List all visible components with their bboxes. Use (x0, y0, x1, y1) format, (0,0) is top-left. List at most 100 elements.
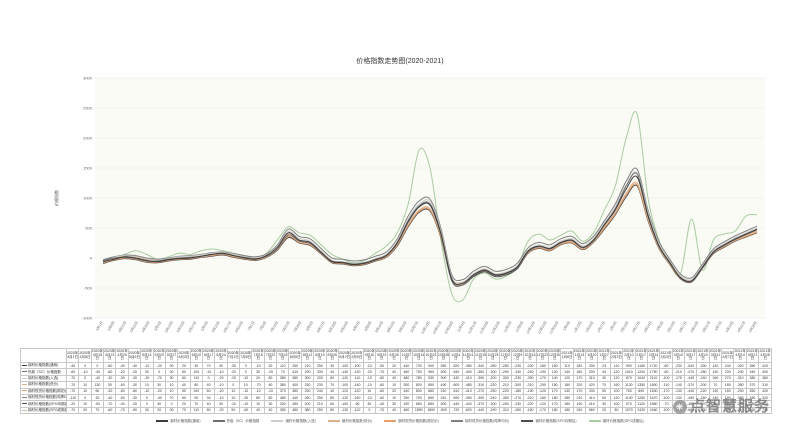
table-date-cell: 2020年7月1日 (226, 348, 241, 363)
series-swatch (22, 371, 27, 373)
x-tick-label: 4月21日 (736, 321, 746, 334)
table-cell: -300 (486, 368, 500, 376)
x-tick-label: 10月21日 (432, 321, 443, 335)
table-cell: -70 (103, 400, 117, 408)
table-date-cell: 2020年10月7日 (399, 348, 414, 363)
table-date-cell: 2021年3月17日 (683, 348, 698, 363)
legend-swatch (588, 420, 601, 422)
table-cell: -250 (486, 387, 500, 395)
table-cell: 10 (387, 381, 401, 389)
series-name-text: 钢材价格指数(通用) (28, 363, 59, 368)
table-cell: 330 (745, 393, 760, 402)
table-cell: 890 (424, 381, 438, 389)
table-date-cell: 2020年9月9日 (350, 348, 364, 363)
x-tick-label: 10月28日 (444, 321, 455, 335)
legend-label: 钢材价格指数(入选) (285, 419, 316, 423)
table-cell: -300 (486, 400, 500, 408)
series-line (102, 181, 758, 284)
legend-swatch (212, 420, 225, 422)
table-cell: 0 (78, 374, 92, 383)
table-date-cell: 2020年7月29日 (276, 348, 290, 363)
series-line (102, 111, 758, 303)
table-date-cell: 2021年2月10日 (622, 348, 636, 363)
data-table: 2020年4月1日 2020年4月8日 2020年4月15日 2020年4月22日 20… (20, 348, 772, 415)
x-tick-label: 4月15日 (118, 321, 128, 334)
table-cell: -70 (65, 374, 80, 383)
table-date-cell: 2020年4月1日 (65, 348, 80, 363)
table-cell: -440 (473, 406, 488, 415)
table-cell: -70 (374, 406, 389, 415)
legend-item[interactable]: 钢材价格指数(入选) (271, 419, 316, 424)
table-cell: 80 (251, 393, 265, 402)
table-cell: -10 (362, 381, 376, 389)
table-cell: -40 (65, 361, 80, 370)
table-cell: 290 (399, 393, 414, 402)
table-cell: 80 (325, 374, 339, 383)
x-tick-label: 5月27日 (188, 321, 198, 334)
table-cell: 40 (387, 368, 401, 376)
x-tick-label: 7月1日 (247, 321, 256, 332)
legend-label: 钢材现货价格指数(吨季均价) (464, 419, 510, 423)
table-cell: 410 (288, 368, 302, 376)
table-cell: 40 (263, 381, 278, 389)
legend-item[interactable]: 钢材现货价格指数(吨季均价) (450, 419, 510, 424)
x-tick-label: 9月16日 (374, 321, 384, 334)
y-axis-label: 价格指数 (53, 190, 59, 206)
legend-label: 钢材价格指数(SPG成期后) (602, 419, 644, 423)
legend-swatch (271, 420, 284, 422)
table-cell: 300 (436, 368, 451, 376)
table-cell: 20 (387, 361, 401, 370)
x-tick-label: 11月4日 (456, 321, 466, 334)
table-cell: -170 (535, 406, 550, 415)
legend-item[interactable]: 热卷（SC）价格指数 (212, 419, 259, 424)
table-cell: -70 (374, 368, 389, 376)
table-cell: -50 (115, 387, 129, 395)
table-date-cell: 2020年7月15日 (251, 348, 265, 363)
table-row: 钢材现货价格指数(吨季均价)-110020-40-50-300-40706090… (20, 393, 772, 402)
table-cell: -40 (374, 400, 389, 408)
table-cell: -410 (461, 374, 475, 383)
legend-item[interactable]: 钢材现货价格指数(棉花价) (384, 419, 439, 424)
table-cell: 650 (412, 400, 426, 408)
table-cell: 250 (313, 361, 327, 370)
series-swatch (22, 390, 27, 392)
table-date-cell: 2020年4月8日 (78, 348, 92, 363)
table-cell: -120 (350, 387, 364, 395)
table-cell: 290 (300, 368, 315, 376)
legend-item[interactable]: 钢材价格指数(通用) (156, 419, 201, 424)
table-cell: 250 (313, 393, 327, 402)
x-tick-label: 5月20日 (176, 321, 186, 334)
table-series-name: 热卷（SC）价格指数 (20, 368, 67, 376)
legend-item[interactable]: 钢材价格指数(低价) (327, 419, 372, 424)
table-cell: 480 (399, 406, 414, 415)
table-cell: 30 (164, 406, 179, 415)
table-date-cell: 2020年5月13日 (140, 348, 154, 363)
series-lines (102, 111, 758, 303)
legend-item[interactable]: 钢材价格指数(SPG均期后) (521, 419, 577, 424)
table-cell: 20 (251, 374, 265, 383)
table-cell: -50 (127, 406, 142, 415)
table-date-cell: 2020年9月30日 (387, 348, 401, 363)
legend-swatch (450, 420, 463, 422)
table-cell: 30 (263, 400, 278, 408)
legend-item[interactable]: 钢材价格指数(SPG成期后) (588, 419, 644, 424)
series-name-text: 钢材价格指数(SPG均期后) (28, 401, 67, 406)
table-date-cell: 2020年7月8日 (239, 348, 253, 363)
table-cell: 280 (288, 400, 302, 408)
table-header-row: 2020年4月1日 2020年4月8日 2020年4月15日 2020年4月22日 20… (20, 348, 772, 363)
table-cell: -100 (350, 361, 364, 370)
table-cell: 80 (263, 393, 278, 402)
table-date-cell: 2020年12月23日 (535, 348, 550, 363)
table-date-cell: 2020年10月21日 (424, 348, 438, 363)
table-cell: 50 (226, 406, 241, 415)
x-tick-label: 9月9日 (364, 321, 373, 332)
table-cell: 10 (251, 400, 265, 408)
table-cell: -60 (239, 406, 253, 415)
table-cell: 30 (325, 361, 339, 370)
table-cell: 30 (103, 381, 117, 389)
table-cell: 40 (387, 374, 401, 383)
table-date-cell: 2020年5月27日 (164, 348, 179, 363)
table-cell: 60 (325, 400, 339, 408)
table-date-cell: 2021年1月13日 (572, 348, 587, 363)
table-cell: -110 (350, 406, 364, 415)
